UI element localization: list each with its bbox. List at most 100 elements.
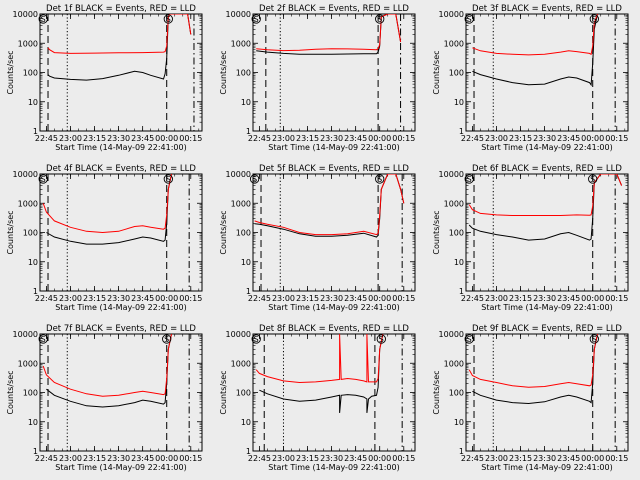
x-tick-label: 23:00 xyxy=(272,454,295,463)
panel-det-7: Det 7f BLACK = Events, RED = LLD 1 10 100 10… xyxy=(6,324,203,472)
x-tick-label: 23:30 xyxy=(320,294,343,303)
y-tick-label: 1 xyxy=(459,127,464,136)
y-tick-label: 100 xyxy=(449,69,464,78)
y-tick-label: 10 xyxy=(28,98,38,107)
y-tick-label: 1 xyxy=(246,287,251,296)
series-events xyxy=(259,334,384,413)
y-tick-label: 10000 xyxy=(439,10,464,19)
x-tick-label: 00:15 xyxy=(605,294,628,303)
x-tick-label: 23:15 xyxy=(296,294,319,303)
x-tick-label: 23:30 xyxy=(533,454,556,463)
x-axis-label: Start Time (14-May-09 22:41:00) xyxy=(55,303,186,312)
series-events xyxy=(47,14,192,81)
x-tick-label: 00:15 xyxy=(179,294,202,303)
marker-circle xyxy=(38,174,48,184)
x-axis-label: Start Time (14-May-09 22:41:00) xyxy=(481,303,612,312)
marker-label: S xyxy=(590,175,595,184)
marker-circle xyxy=(589,334,599,344)
plot-frame xyxy=(39,333,203,452)
x-tick-label: 23:00 xyxy=(59,134,82,143)
marker-circle xyxy=(38,14,48,24)
y-axis-label: Counts/sec xyxy=(432,210,441,254)
series-events xyxy=(46,174,172,245)
series-lld xyxy=(42,334,172,397)
y-axis-label: Counts/sec xyxy=(219,370,228,414)
marker-circle xyxy=(162,334,172,344)
y-tick-label: 100 xyxy=(236,69,251,78)
x-tick-label: 00:00 xyxy=(155,454,178,463)
series-events xyxy=(472,334,598,405)
panel-det-5: Det 5f BLACK = Events, RED = LLD 1 10 100 10… xyxy=(219,164,416,312)
y-axis-label: Counts/sec xyxy=(6,370,15,414)
x-tick-label: 00:15 xyxy=(179,134,202,143)
marker-label: S xyxy=(166,175,171,184)
y-tick-label: 100 xyxy=(23,69,38,78)
x-tick-label: 23:15 xyxy=(83,454,106,463)
panel-title: Det 6f BLACK = Events, RED = LLD xyxy=(472,164,622,174)
x-axis-label: Start Time (14-May-09 22:41:00) xyxy=(55,463,186,472)
marker-label: S xyxy=(41,335,46,344)
panel-title: Det 9f BLACK = Events, RED = LLD xyxy=(472,324,622,334)
y-tick-label: 10000 xyxy=(226,170,251,179)
y-tick-label: 1000 xyxy=(18,39,38,48)
y-axis-label: Counts/sec xyxy=(219,210,228,254)
series-events xyxy=(472,14,598,87)
x-tick-label: 22:45 xyxy=(248,454,271,463)
y-tick-label: 1 xyxy=(246,127,251,136)
panel-det-9: Det 9f BLACK = Events, RED = LLD 1 10 100 10… xyxy=(432,324,629,472)
panel-title: Det 4f BLACK = Events, RED = LLD xyxy=(46,164,196,174)
plot-frame xyxy=(252,13,416,132)
y-tick-label: 1 xyxy=(33,287,38,296)
marker-label: S xyxy=(467,175,472,184)
y-tick-label: 10 xyxy=(454,418,464,427)
x-tick-label: 23:45 xyxy=(131,134,154,143)
y-tick-label: 10000 xyxy=(439,170,464,179)
x-tick-label: 23:00 xyxy=(272,134,295,143)
plot-frame xyxy=(465,13,629,132)
marker-circle xyxy=(588,174,598,184)
x-tick-label: 00:00 xyxy=(368,294,391,303)
plot-frame xyxy=(39,173,203,292)
x-tick-label: 23:30 xyxy=(107,294,130,303)
x-tick-label: 00:15 xyxy=(179,454,202,463)
panel-title: Det 7f BLACK = Events, RED = LLD xyxy=(46,324,196,334)
y-axis-label: Counts/sec xyxy=(432,50,441,94)
marker-circle xyxy=(163,14,173,24)
x-tick-label: 00:00 xyxy=(368,454,391,463)
marker-circle xyxy=(375,14,385,24)
y-tick-label: 100 xyxy=(236,389,251,398)
x-axis-label: Start Time (14-May-09 22:41:00) xyxy=(481,143,612,152)
x-tick-label: 00:00 xyxy=(581,294,604,303)
x-tick-label: 23:15 xyxy=(83,134,106,143)
x-tick-label: 23:00 xyxy=(485,454,508,463)
y-tick-label: 10000 xyxy=(13,10,38,19)
x-tick-label: 23:30 xyxy=(320,454,343,463)
marker-label: S xyxy=(254,335,259,344)
y-tick-label: 10000 xyxy=(13,170,38,179)
x-tick-label: 23:45 xyxy=(131,454,154,463)
y-tick-label: 1000 xyxy=(231,39,251,48)
x-tick-label: 00:15 xyxy=(392,454,415,463)
x-tick-label: 23:15 xyxy=(296,134,319,143)
x-tick-label: 00:00 xyxy=(581,454,604,463)
marker-circle xyxy=(464,174,474,184)
y-tick-label: 10 xyxy=(241,258,251,267)
series-lld xyxy=(255,334,384,384)
x-tick-label: 23:30 xyxy=(533,134,556,143)
x-tick-label: 23:45 xyxy=(344,454,367,463)
y-axis-label: Counts/sec xyxy=(6,210,15,254)
y-tick-label: 100 xyxy=(449,229,464,238)
marker-label: S xyxy=(41,175,46,184)
x-tick-label: 00:00 xyxy=(368,134,391,143)
x-tick-label: 23:15 xyxy=(509,294,532,303)
y-tick-label: 10 xyxy=(28,258,38,267)
y-tick-label: 10 xyxy=(454,98,464,107)
marker-label: S xyxy=(379,335,384,344)
marker-circle xyxy=(38,334,48,344)
series-lld xyxy=(254,174,405,236)
marker-label: S xyxy=(592,335,597,344)
panel-det-6: Det 6f BLACK = Events, RED = LLD 1 10 100 10… xyxy=(432,164,629,312)
series-lld xyxy=(468,334,598,388)
x-axis-label: Start Time (14-May-09 22:41:00) xyxy=(481,463,612,472)
y-tick-label: 100 xyxy=(23,229,38,238)
